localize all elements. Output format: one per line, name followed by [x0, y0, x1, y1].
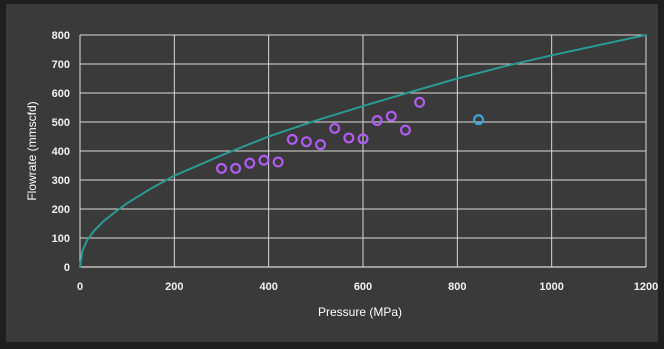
- purple-data-point-3: [244, 157, 256, 169]
- x-tick-label-400: 400: [259, 281, 277, 293]
- y-tick-label-800: 800: [52, 30, 70, 42]
- fit-curve-line: [79, 34, 647, 268]
- points-layer: [216, 96, 485, 174]
- purple-data-point-10: [343, 132, 355, 144]
- y-tick-label-100: 100: [52, 233, 70, 245]
- y-tick-label-0: 0: [64, 262, 70, 274]
- x-tick-label-800: 800: [448, 281, 466, 293]
- purple-data-point-4: [258, 154, 270, 166]
- y-axis-label: Flowrate (mmscfd): [25, 101, 39, 200]
- purple-data-point-6: [286, 133, 298, 145]
- chart-grid: [79, 34, 647, 268]
- y-tick-label-300: 300: [52, 175, 70, 187]
- purple-data-point-14: [399, 124, 411, 136]
- purple-data-point-15: [414, 96, 426, 108]
- x-tick-label-1000: 1000: [539, 281, 563, 293]
- purple-data-point-13: [385, 110, 397, 122]
- purple-data-point-1: [216, 162, 228, 174]
- purple-data-point-8: [315, 139, 327, 151]
- x-tick-label-600: 600: [354, 281, 372, 293]
- y-tick-label-600: 600: [52, 88, 70, 100]
- x-tick-label-200: 200: [165, 281, 183, 293]
- purple-data-point-12: [371, 115, 383, 127]
- blue-data-point-1: [473, 114, 485, 126]
- purple-data-point-5: [272, 156, 284, 168]
- x-tick-label-0: 0: [77, 281, 83, 293]
- y-tick-label-500: 500: [52, 117, 70, 129]
- purple-data-point-11: [357, 133, 369, 145]
- x-axis-label: Pressure (MPa): [318, 305, 402, 319]
- chart-panel: [6, 4, 658, 342]
- x-tick-label-1200: 1200: [634, 281, 658, 293]
- purple-data-point-9: [329, 122, 341, 134]
- y-tick-label-400: 400: [52, 146, 70, 158]
- tick-labels: 0 100 200 300 400 500 600 700 800 0 200 400 600 800 10…: [52, 30, 659, 293]
- purple-data-point-7: [300, 136, 312, 148]
- curve-layer: [79, 34, 647, 268]
- y-tick-label-700: 700: [52, 59, 70, 71]
- y-tick-label-200: 200: [52, 204, 70, 216]
- purple-data-point-2: [230, 162, 242, 174]
